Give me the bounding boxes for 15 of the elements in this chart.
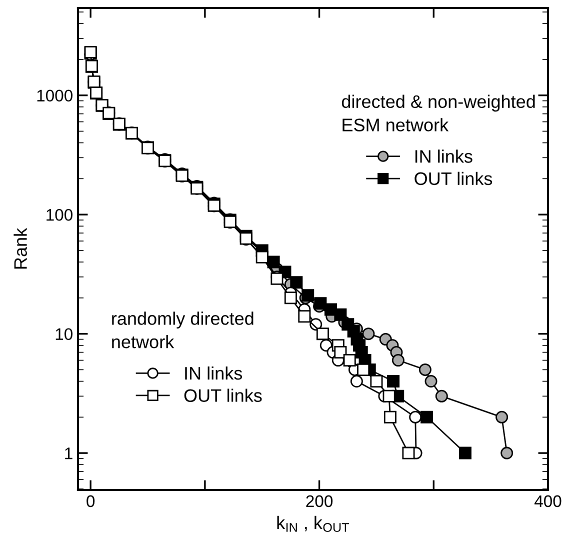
x-tick-label: 0 (86, 495, 95, 508)
y-tick-label: 100 (46, 208, 72, 221)
x-tick-label: 200 (306, 495, 333, 508)
y-axis-title: Rank (14, 228, 27, 269)
y-tick-label: 1 (65, 448, 72, 460)
legend-label: OUT links (414, 172, 492, 186)
y-tick-label: 1000 (37, 90, 72, 102)
legend-label: IN links (415, 150, 472, 163)
legend-label: IN links (185, 366, 242, 380)
y-tick-label: 10 (56, 328, 72, 340)
legend-label: OUT links (184, 388, 262, 402)
annotation: randomly directed network (112, 312, 254, 348)
x-axis-title: k$_{IN}$ , k$_{OUT}$ (277, 516, 350, 532)
x-tick-label: 400 (534, 495, 562, 508)
annotation: directed & non-weighted ESM network (342, 94, 535, 132)
